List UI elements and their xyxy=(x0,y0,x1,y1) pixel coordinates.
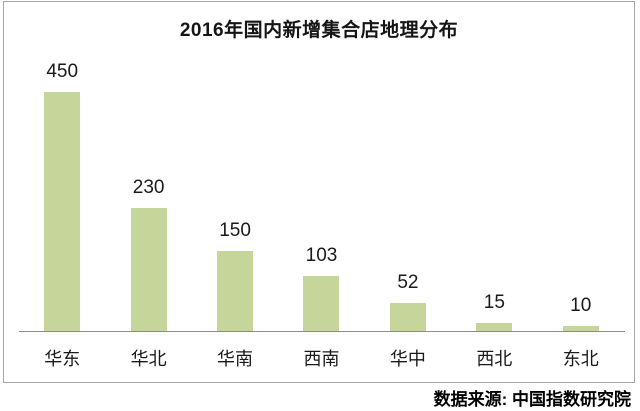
category-label: 华中 xyxy=(389,349,426,369)
bar xyxy=(303,276,340,331)
bar-value-label: 230 xyxy=(132,177,165,198)
bar xyxy=(476,323,513,331)
bar-column: 52 xyxy=(365,61,451,331)
category-row: 华东 华北 华南 西南 华中 西北 东北 xyxy=(19,345,624,371)
bar xyxy=(562,326,599,331)
x-axis-line xyxy=(19,331,625,332)
bar-column: 15 xyxy=(451,61,537,331)
bar-column: 103 xyxy=(278,61,364,331)
bar xyxy=(389,303,426,331)
bar-column: 10 xyxy=(538,61,624,331)
bar xyxy=(130,208,167,331)
category-label: 西南 xyxy=(303,349,340,369)
category-label: 华东 xyxy=(44,349,81,369)
bar-column: 230 xyxy=(105,61,191,331)
category-label: 东北 xyxy=(562,349,599,369)
category-label: 华北 xyxy=(130,349,167,369)
bar-value-label: 450 xyxy=(46,61,79,82)
bar-value-label: 10 xyxy=(570,295,592,316)
bar-value-label: 52 xyxy=(397,272,419,293)
bar-column: 150 xyxy=(192,61,278,331)
category-label: 西北 xyxy=(476,349,513,369)
bar xyxy=(44,92,81,331)
bar-value-label: 15 xyxy=(483,292,505,313)
data-source-note: 数据来源: 中国指数研究院 xyxy=(433,390,631,409)
bar-value-label: 150 xyxy=(219,220,251,241)
chart-title: 2016年国内新增集合店地理分布 xyxy=(179,20,459,41)
bars-row: 450 230 150 103 52 15 10 xyxy=(19,61,624,331)
chart-box: 2016年国内新增集合店地理分布 450 230 150 103 52 15 10 华东 华北… xyxy=(3,1,635,383)
category-label: 华南 xyxy=(217,349,254,369)
bar xyxy=(217,251,254,331)
bar-value-label: 103 xyxy=(305,245,338,266)
bar-column: 450 xyxy=(19,61,105,331)
